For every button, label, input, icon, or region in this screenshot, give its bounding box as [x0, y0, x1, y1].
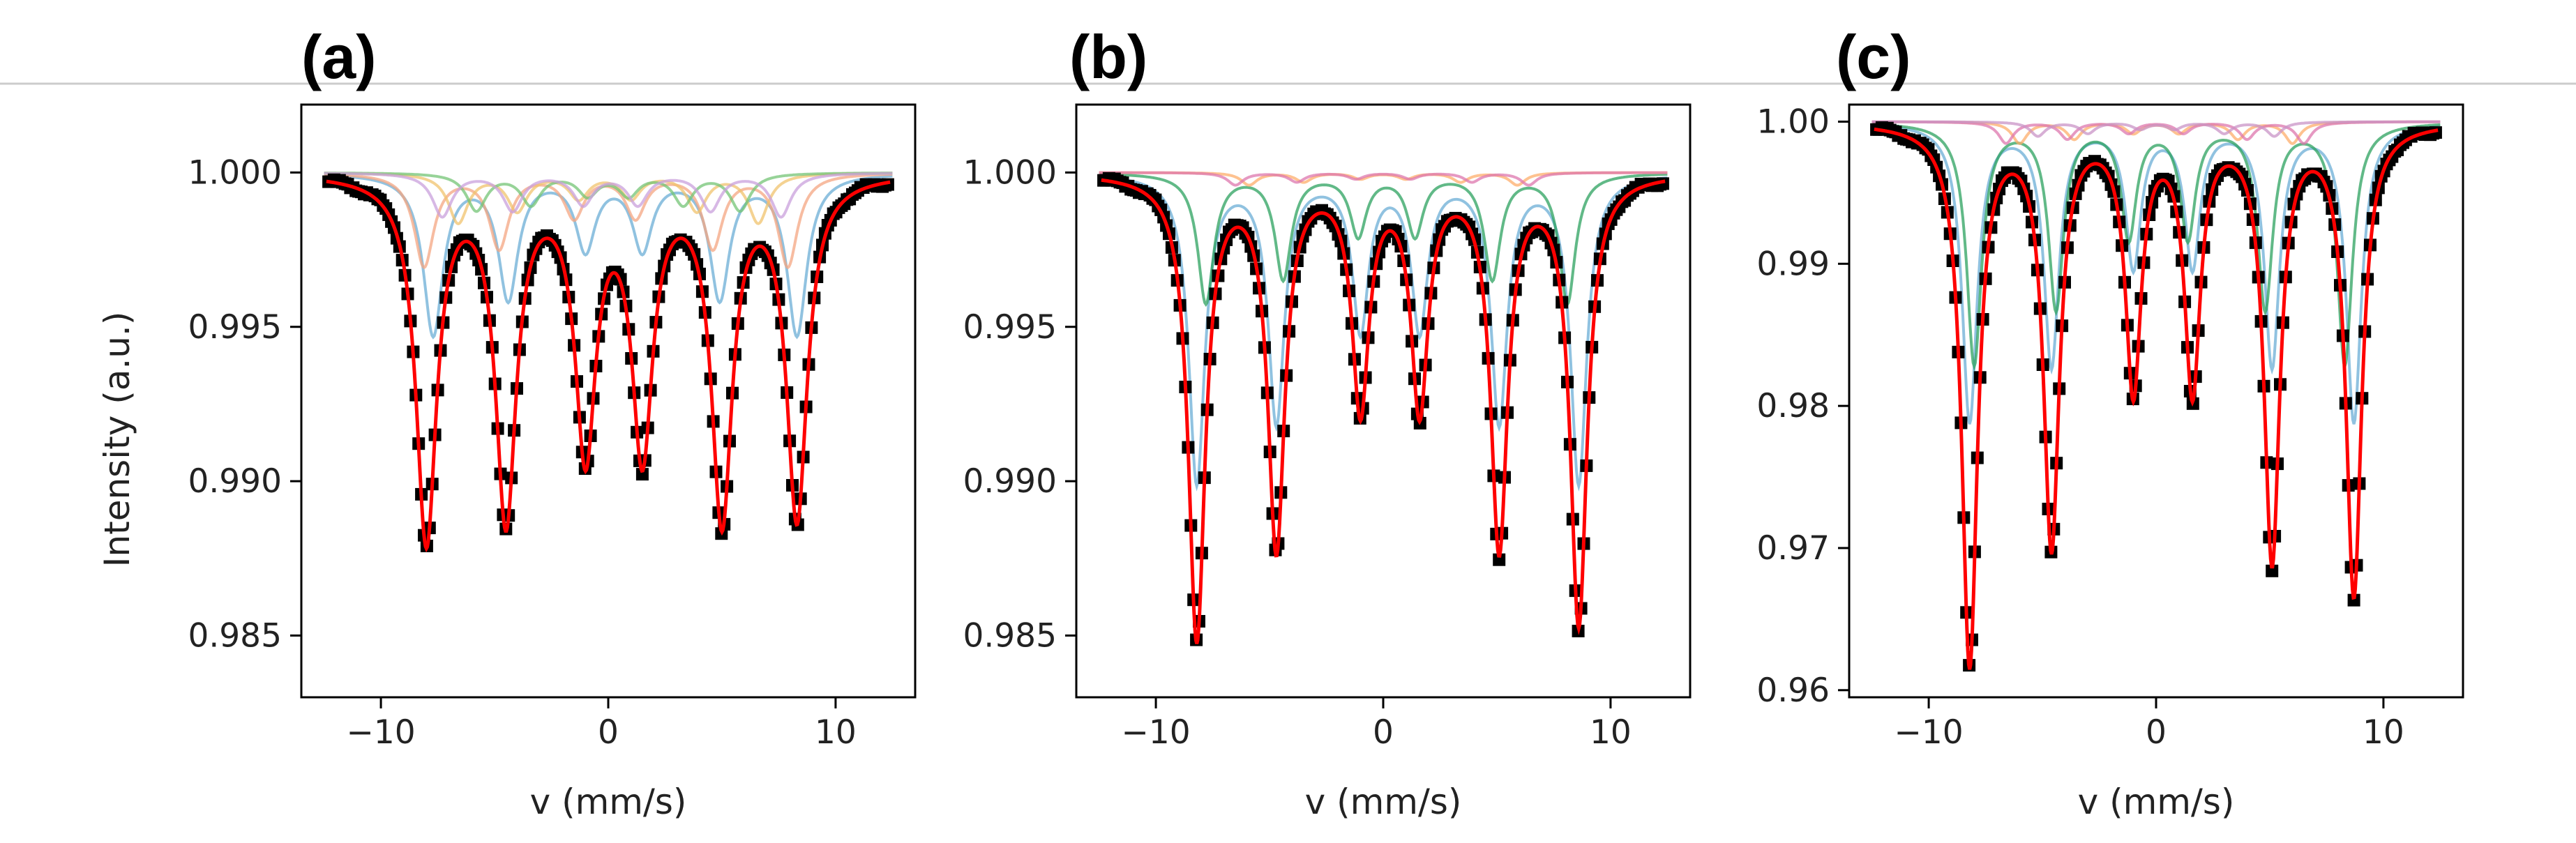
- y-tick-label: 0.995: [188, 308, 282, 347]
- x-ticks: −10 0 10: [1894, 697, 2404, 752]
- fit-curve: [1101, 178, 1666, 644]
- x-tick-label: 10: [1590, 713, 1632, 752]
- component-curve-4: [324, 172, 893, 213]
- x-axis-label: v (mm/s): [1305, 782, 1462, 822]
- y-tick-label: 0.97: [1756, 529, 1830, 568]
- y-tick-label: 0.990: [963, 462, 1057, 501]
- x-tick-label: −10: [346, 713, 415, 752]
- panel-c: (c) v (mm/s) −10 0 10 1.00 0.99 0.98 0.97 0.96: [1756, 22, 2464, 822]
- y-tick-label: 1.000: [188, 153, 282, 192]
- component-curve-5: [324, 172, 893, 219]
- y-tick-label: 0.985: [963, 616, 1057, 655]
- x-tick-label: 10: [2363, 713, 2404, 752]
- panel-label: (a): [301, 22, 377, 91]
- y-tick-label: 0.99: [1756, 245, 1830, 283]
- component-curve-1: [1871, 123, 2441, 425]
- component-curve-4: [1099, 171, 1668, 187]
- data-point: [1493, 553, 1506, 566]
- y-tick-label: 0.96: [1756, 671, 1830, 710]
- component-curve-1: [324, 174, 893, 340]
- plot-frame: [300, 103, 917, 699]
- x-ticks: −10 0 10: [346, 697, 857, 752]
- fit-curve: [1874, 127, 2439, 670]
- x-tick-label: 0: [1373, 713, 1394, 752]
- x-tick-label: 0: [2146, 713, 2167, 752]
- component-curve-5: [1871, 120, 2441, 138]
- y-ticks: 1.00 0.99 0.98 0.97 0.96: [1756, 102, 1849, 710]
- x-tick-label: 0: [598, 713, 619, 752]
- y-tick-label: 1.00: [1756, 102, 1830, 141]
- panel-label: (c): [1836, 22, 1911, 91]
- y-tick-label: 1.000: [963, 153, 1057, 192]
- component-curve-1: [1099, 175, 1668, 492]
- y-tick-label: 0.98: [1756, 387, 1830, 425]
- panel-b: (b) v (mm/s) −10 0 10 1.000 0.995 0.990 0.985: [963, 22, 1692, 822]
- y-axis-label: Intensity (a.u.): [97, 312, 137, 568]
- y-ticks: 1.000 0.995 0.990 0.985: [188, 153, 301, 655]
- plot-frame: [1075, 103, 1692, 699]
- y-ticks: 1.000 0.995 0.990 0.985: [963, 153, 1076, 655]
- component-curves: [1099, 171, 1668, 492]
- component-curve-2: [324, 173, 893, 270]
- y-tick-label: 0.995: [963, 308, 1057, 347]
- component-curves: [1871, 120, 2441, 425]
- x-tick-label: 10: [815, 713, 857, 752]
- x-axis-label: v (mm/s): [2078, 782, 2235, 822]
- panel-label: (b): [1069, 22, 1147, 91]
- component-curves: [324, 172, 893, 340]
- component-curve-2: [1099, 172, 1668, 307]
- y-tick-label: 0.985: [188, 616, 282, 655]
- x-tick-label: −10: [1121, 713, 1190, 752]
- data-point: [635, 468, 649, 481]
- fit-curve: [326, 179, 891, 553]
- data-point: [2266, 564, 2279, 577]
- x-tick-label: −10: [1894, 713, 1963, 752]
- x-ticks: −10 0 10: [1121, 697, 1632, 752]
- x-axis-label: v (mm/s): [530, 782, 687, 822]
- y-tick-label: 0.990: [188, 462, 282, 501]
- data-point: [2347, 593, 2360, 607]
- panel-a: (a) Intensity (a.u.) v (mm/s) −10 0 10 1.0…: [97, 22, 917, 822]
